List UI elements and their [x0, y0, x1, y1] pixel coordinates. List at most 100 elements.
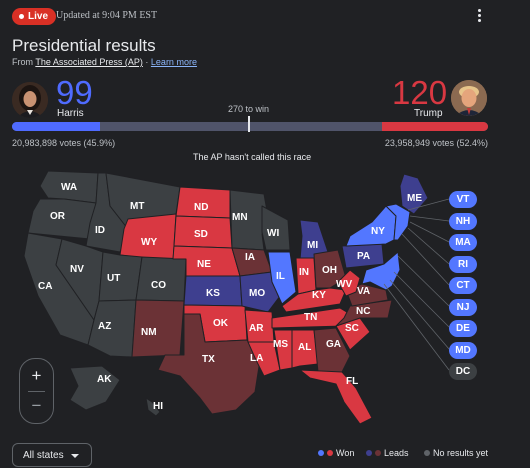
harris-electoral-votes: 99	[56, 74, 93, 111]
legend-no-results: No results yet	[424, 448, 488, 458]
small-state-connectors	[383, 198, 450, 371]
state-button-nj[interactable]: NJ	[449, 299, 477, 316]
live-dot-icon	[19, 14, 24, 19]
dem-won-swatch	[318, 450, 324, 456]
legend-no-results-label: No results yet	[433, 448, 489, 458]
state-ut[interactable]	[98, 251, 143, 302]
legend-leads: Leads	[366, 448, 409, 458]
label-wa: WA	[61, 182, 77, 193]
learn-more-link[interactable]: Learn more	[150, 57, 197, 67]
state-filter-dropdown[interactable]: All states	[12, 443, 92, 467]
source-name-link[interactable]: The Associated Press (AP)	[35, 57, 143, 67]
state-ne-cluster[interactable]	[385, 203, 411, 241]
label-pa: PA	[357, 251, 370, 262]
state-me[interactable]	[399, 173, 429, 215]
live-label: Live	[28, 11, 49, 22]
label-wi: WI	[267, 228, 279, 239]
label-ky: KY	[312, 290, 326, 301]
more-options-button[interactable]	[474, 8, 484, 26]
trump-name: Trump	[414, 108, 443, 119]
label-mi: MI	[307, 240, 318, 251]
state-co[interactable]	[135, 256, 187, 302]
dc-connector	[383, 283, 450, 371]
state-button-dc[interactable]: DC	[449, 363, 477, 380]
source-prefix: From	[12, 57, 33, 67]
md-connector	[389, 279, 450, 350]
label-tx: TX	[202, 354, 215, 365]
updated-timestamp: Updated at 9:04 PM EST	[56, 10, 158, 21]
label-nv: NV	[70, 264, 84, 275]
label-ok: OK	[213, 318, 229, 329]
trump-avatar	[451, 80, 487, 116]
state-nc[interactable]	[335, 299, 393, 327]
race-status: The AP hasn't called this race	[193, 152, 312, 162]
label-in: IN	[299, 267, 309, 278]
state-button-ct[interactable]: CT	[449, 277, 477, 294]
trump-electoral-votes: 120	[392, 74, 448, 111]
label-ar: AR	[249, 323, 264, 334]
label-ga: GA	[326, 339, 341, 350]
label-fl: FL	[346, 376, 358, 387]
us-results-map[interactable]: WA OR ID MT WY ND SD NE KS OK TX MN IA M…	[0, 160, 530, 430]
no-results-swatch	[424, 450, 430, 456]
chevron-down-icon	[71, 454, 79, 458]
state-fl[interactable]	[299, 369, 373, 425]
harris-popular-votes: 20,983,898 votes (45.9%)	[12, 138, 116, 148]
label-wy: WY	[141, 237, 157, 248]
harris-avatar	[12, 82, 48, 118]
nh-connector	[409, 215, 450, 222]
source-separator: ·	[145, 57, 149, 67]
label-la: LA	[250, 353, 263, 364]
ct-connector	[401, 233, 450, 286]
live-badge: Live	[12, 8, 57, 25]
state-la[interactable]	[247, 341, 281, 377]
state-hi[interactable]	[145, 397, 161, 417]
state-nm[interactable]	[131, 299, 185, 358]
label-id: ID	[95, 225, 105, 236]
state-wi[interactable]	[261, 205, 291, 251]
electoral-progress-bar	[12, 122, 488, 131]
de-connector	[393, 271, 450, 328]
state-button-nh[interactable]: NH	[449, 213, 477, 230]
vt-connector	[407, 198, 450, 211]
label-ca: CA	[38, 281, 52, 292]
to-win-label: 270 to win	[228, 104, 270, 114]
zoom-in-button[interactable]: +	[31, 366, 42, 385]
state-button-de[interactable]: DE	[449, 320, 477, 337]
rep-won-swatch	[327, 450, 333, 456]
state-il[interactable]	[267, 251, 297, 305]
state-button-ma[interactable]: MA	[449, 234, 477, 251]
label-ak: AK	[97, 374, 112, 385]
trump-bar-fill	[381, 122, 488, 131]
label-oh: OH	[322, 265, 337, 276]
more-options-icon	[477, 9, 481, 12]
state-ga[interactable]	[313, 327, 351, 373]
rep-leads-swatch	[375, 450, 381, 456]
label-az: AZ	[98, 321, 111, 332]
state-ak[interactable]	[69, 365, 121, 411]
state-button-md[interactable]: MD	[449, 342, 477, 359]
harris-bar-fill	[12, 122, 100, 131]
state-tx[interactable]	[157, 313, 261, 415]
state-ky[interactable]	[281, 287, 347, 313]
label-nc: NC	[356, 306, 370, 317]
state-al[interactable]	[291, 329, 319, 369]
more-options-icon-dot	[477, 14, 481, 17]
state-button-ri[interactable]: RI	[449, 256, 477, 273]
state-button-vt[interactable]: VT	[449, 191, 477, 208]
label-mn: MN	[232, 212, 248, 223]
zoom-control: + −	[19, 358, 54, 424]
label-sc: SC	[345, 323, 359, 334]
nj-connector	[397, 255, 450, 307]
label-wv: WV	[336, 279, 352, 290]
state-mo[interactable]	[239, 271, 281, 313]
ma-connector	[409, 221, 450, 243]
zoom-out-button[interactable]: −	[31, 396, 42, 415]
label-tn: TN	[304, 312, 317, 323]
label-ks: KS	[206, 288, 220, 299]
state-labels: WA OR ID MT WY ND SD NE KS OK TX MN IA M…	[38, 182, 422, 412]
state-wv[interactable]	[337, 269, 361, 297]
label-ms: MS	[273, 339, 288, 350]
label-nm: NM	[141, 327, 157, 338]
ri-connector	[407, 227, 450, 265]
